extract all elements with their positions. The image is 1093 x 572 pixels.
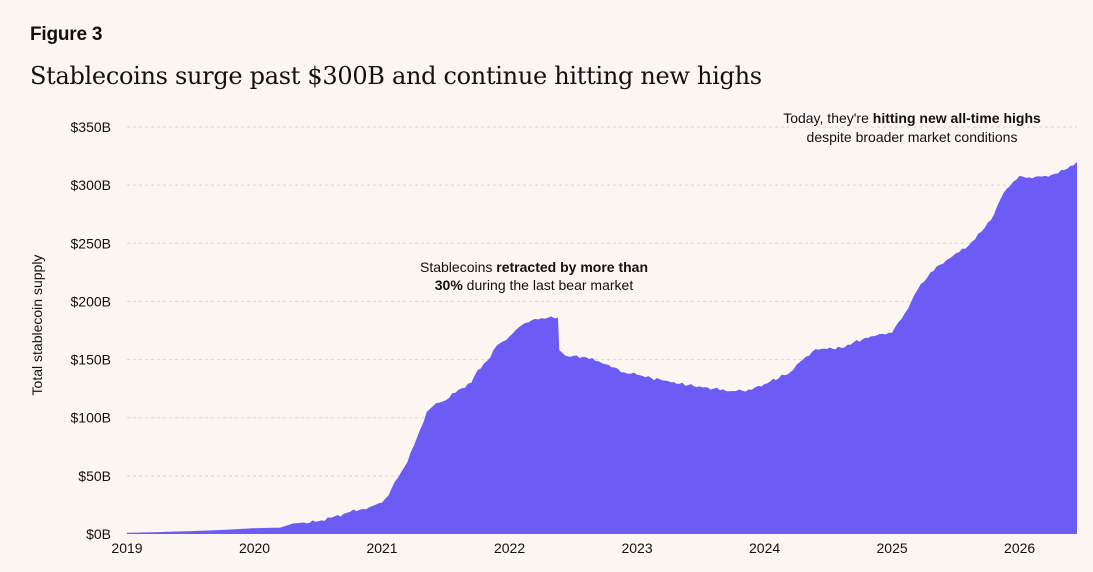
annotations: Stablecoins retracted by more than 30% du… (420, 110, 1041, 293)
annotation-line-2: 30% during the last bear market (435, 277, 634, 293)
annotation-line-1: Today, they're hitting new all-time high… (783, 110, 1041, 126)
x-tick-label: 2026 (1004, 540, 1035, 556)
y-tick-label: $150B (71, 352, 111, 368)
supply-area (127, 161, 1077, 534)
y-tick-label: $0B (86, 526, 111, 542)
y-axis-label: Total stablecoin supply (29, 255, 45, 396)
x-tick-label: 2020 (239, 540, 270, 556)
y-tick-label: $200B (71, 293, 111, 309)
y-tick-label: $100B (71, 410, 111, 426)
x-axis-ticks: 2019 2020 2021 2022 2023 2024 2025 2026 (111, 540, 1035, 556)
area-series (127, 161, 1077, 534)
annotation-line-2: despite broader market conditions (807, 129, 1018, 145)
y-tick-label: $350B (71, 119, 111, 135)
y-tick-label: $250B (71, 235, 111, 251)
y-axis-ticks: $0B $50B $100B $150B $200B $250B $300B $350B (71, 119, 111, 542)
chart-title: Stablecoins surge past $300B and continu… (30, 62, 762, 90)
y-tick-label: $300B (71, 177, 111, 193)
figure-label: Figure 3 (30, 24, 103, 45)
x-tick-label: 2019 (111, 540, 142, 556)
x-tick-label: 2025 (877, 540, 908, 556)
annotation-line-1: Stablecoins retracted by more than (420, 259, 648, 275)
x-tick-label: 2021 (366, 540, 397, 556)
x-tick-label: 2024 (749, 540, 780, 556)
y-tick-label: $50B (78, 468, 111, 484)
x-tick-label: 2022 (494, 540, 525, 556)
x-tick-label: 2023 (621, 540, 652, 556)
